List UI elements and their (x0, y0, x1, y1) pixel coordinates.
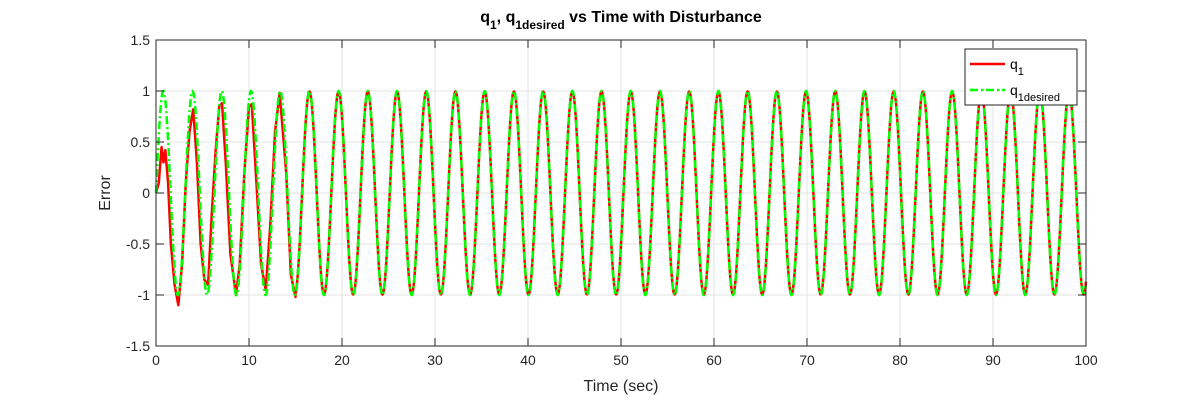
legend-entry-label: q1desired (1010, 82, 1060, 104)
legend-label-part: 1desired (1018, 92, 1060, 104)
y-tick-label: 0.5 (131, 134, 151, 150)
x-tick-label: 50 (613, 352, 629, 368)
x-tick-label: 100 (1074, 352, 1098, 368)
x-tick-label: 90 (985, 352, 1001, 368)
series-layer (154, 89, 1088, 307)
title-part: 1 (490, 18, 497, 32)
x-tick-label: 20 (334, 352, 350, 368)
y-tick-label: -0.5 (126, 236, 150, 252)
y-tick-label: 1 (142, 83, 150, 99)
x-tick-label: 30 (427, 352, 443, 368)
y-tick-label: 0 (142, 185, 150, 201)
x-tick-label: 40 (520, 352, 536, 368)
title-part: vs Time with Disturbance (565, 9, 762, 26)
ticks: 0 10 20 30 40 50 60 70 80 90 100 -1.5 -1 -0.5 0 0.5 1 1.5 (126, 32, 1098, 368)
legend-label-part: 1 (1018, 66, 1024, 78)
y-tick-label: -1 (138, 287, 151, 303)
title-part: , q (497, 9, 516, 26)
x-tick-label: 80 (892, 352, 908, 368)
x-axis-label: Time (sec) (584, 378, 659, 395)
legend-entry-label: q1 (1010, 56, 1024, 78)
y-tick-label: 1.5 (131, 32, 151, 48)
legend-label-part: q (1010, 82, 1018, 98)
y-tick-label: -1.5 (126, 338, 150, 354)
x-tick-label: 60 (706, 352, 722, 368)
legend-label-part: q (1010, 56, 1018, 72)
x-tick-label: 10 (241, 352, 257, 368)
chart-title: q1, q1desired vs Time with Disturbance (480, 9, 762, 32)
y-axis-label: Error (97, 175, 114, 211)
x-tick-label: 0 (152, 352, 160, 368)
x-tick-label: 70 (799, 352, 815, 368)
title-part: q (480, 9, 490, 26)
title-part: 1desired (515, 18, 564, 32)
legend-box (964, 48, 1078, 106)
